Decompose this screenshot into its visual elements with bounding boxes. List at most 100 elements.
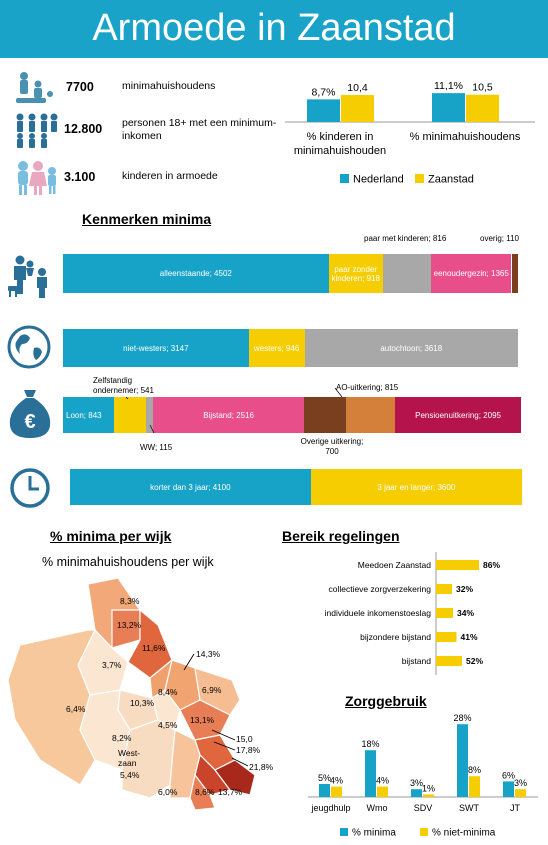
map-value: 3,7% — [102, 660, 122, 670]
bar-value-label: 3% — [410, 778, 423, 788]
bar-value-label: 41% — [461, 632, 478, 642]
label-overig: overig; 110 — [480, 234, 519, 243]
legend-swatch — [340, 174, 349, 183]
bar — [515, 789, 526, 797]
bar — [341, 94, 374, 122]
legend-swatch — [340, 828, 348, 836]
legend-swatch — [420, 828, 428, 836]
bar-value-label: 10,5 — [472, 82, 493, 94]
bar-value-label: 4% — [330, 776, 343, 786]
family-icon — [6, 254, 54, 300]
stat-label: minimahuishoudens — [122, 80, 216, 92]
segment-niet-westers: niet-westers; 3147 — [63, 329, 249, 367]
map-value: 6,4% — [66, 704, 86, 714]
bar-value-label: 10,4 — [347, 82, 368, 94]
bar-value-label: 3% — [514, 778, 527, 788]
stat-label: personen 18+ met een minimum-inkomen — [122, 117, 277, 142]
bar-value-label: 32% — [456, 584, 473, 594]
segment-paar-zonder-kinderen: paar zonder kinderen; 918 — [328, 254, 383, 293]
bar — [319, 784, 330, 797]
label-overige-uitkering: Overige uitkering; 700 — [300, 437, 364, 456]
map-value: 8,4% — [158, 687, 178, 697]
children-icon — [14, 158, 60, 198]
income-source-bar: Loon; 843 Bijstand; 2516 Pensioenuitkeri… — [63, 397, 521, 433]
bar — [436, 656, 462, 666]
bar — [466, 94, 499, 122]
category-label: SDV — [414, 803, 433, 813]
bar-value-label: 6% — [502, 770, 515, 780]
bar — [423, 794, 434, 797]
label-paar-met-kinderen: paar met kinderen; 816 — [364, 234, 447, 243]
bar-value-label: 34% — [457, 608, 474, 618]
money-bag-icon: € — [6, 386, 54, 442]
bar-value-label: 5% — [318, 773, 331, 783]
map-value: 8,3% — [120, 596, 140, 606]
bar — [331, 786, 342, 797]
map-value: 8,6% — [195, 787, 215, 797]
map-value: 6,0% — [158, 787, 178, 797]
map-value: 6,9% — [202, 685, 222, 695]
segment-zelfstandig — [113, 397, 147, 433]
segment-3-jaar-en-langer: 3 jaar en langer; 3600 — [310, 469, 522, 505]
segment-alleenstaande: alleenstaande; 4502 — [63, 254, 329, 293]
map-value: 14,3% — [196, 649, 221, 659]
bar — [432, 93, 465, 122]
legend-swatch — [415, 174, 424, 183]
family-icon — [14, 70, 60, 108]
map-value: 11,6% — [142, 643, 166, 653]
category-label: bijzondere bijstand — [360, 632, 431, 642]
category-label: bijstand — [402, 656, 432, 666]
legend-label: Zaanstad — [428, 174, 474, 186]
map-subtitle: % minimahuishoudens per wijk — [42, 555, 214, 569]
category-label: collectieve zorgverzekering — [328, 584, 431, 594]
bar — [457, 724, 468, 797]
bar — [436, 632, 457, 642]
map-arrows — [183, 653, 249, 767]
bar-value-label: 8% — [468, 765, 481, 775]
map-west-value: 5,4% — [120, 770, 140, 780]
category-label: % minimahuishoudens — [410, 131, 521, 143]
category-label: JT — [510, 803, 521, 813]
page-title: Armoede in Zaanstad — [0, 0, 548, 58]
category-label: jeugdhulp — [310, 803, 350, 813]
bar-value-label: 28% — [453, 713, 471, 723]
bar — [503, 781, 514, 797]
map-value: 21,8% — [249, 762, 274, 772]
segment-ao-uitkering — [346, 397, 396, 433]
stat-label: kinderen in armoede — [122, 170, 218, 182]
bar-value-label: 52% — [466, 656, 483, 666]
map-value: 10,3% — [130, 698, 155, 708]
bar — [377, 786, 388, 797]
map-value: 17,8% — [236, 745, 261, 755]
map-value: 13,7% — [218, 787, 243, 797]
map-value: 13,1% — [190, 715, 215, 725]
segment-ww — [146, 397, 154, 433]
bar-value-label: 11,1% — [434, 80, 463, 92]
zorg-chart: 5%4%jeugdhulp18%4%Wmo3%1%SDV28%8%SWT6%3%… — [308, 713, 538, 839]
map-value: 15,0 — [236, 734, 253, 744]
segment-eenoudergezin: eenoudergezin; 1365 — [430, 254, 512, 293]
duration-bar: korter dan 3 jaar; 4100 3 jaar en langer… — [70, 469, 522, 505]
map-value: 4,5% — [158, 720, 178, 730]
segment-pensioenuitkering: Pensioenuitkering; 2095 — [395, 397, 521, 433]
bar — [436, 560, 479, 570]
legend-label: Nederland — [353, 174, 404, 186]
bereik-title: Bereik regelingen — [282, 528, 400, 544]
segment-korter-dan-3-jaar: korter dan 3 jaar; 4100 — [70, 469, 311, 505]
comparison-chart: 8,7% 10,4 11,1% 10,5 % kinderen in minimahuis… — [285, 80, 535, 186]
bar-value-label: 8,7% — [312, 86, 336, 98]
segment-loon: Loon; 843 — [63, 397, 117, 433]
bar — [436, 584, 452, 594]
map-west-label: West-zaan — [118, 748, 141, 768]
origin-bar: niet-westers; 3147 westers; 946 autochto… — [63, 329, 518, 367]
stat-value: 3.100 — [64, 170, 96, 184]
category-label: % kinderen in — [307, 131, 374, 143]
bar — [307, 99, 340, 122]
label-ao-uitkering: AO-uitkering; 815 — [336, 383, 399, 392]
label-ww: WW; 115 — [140, 443, 173, 452]
stat-value: 7700 — [66, 80, 94, 94]
household-type-bar: alleenstaande; 4502 paar zonder kinderen… — [63, 254, 518, 293]
map-value: 13,2% — [117, 620, 142, 630]
category-label: Wmo — [367, 803, 388, 813]
segment-overige-uitkering — [304, 397, 347, 433]
